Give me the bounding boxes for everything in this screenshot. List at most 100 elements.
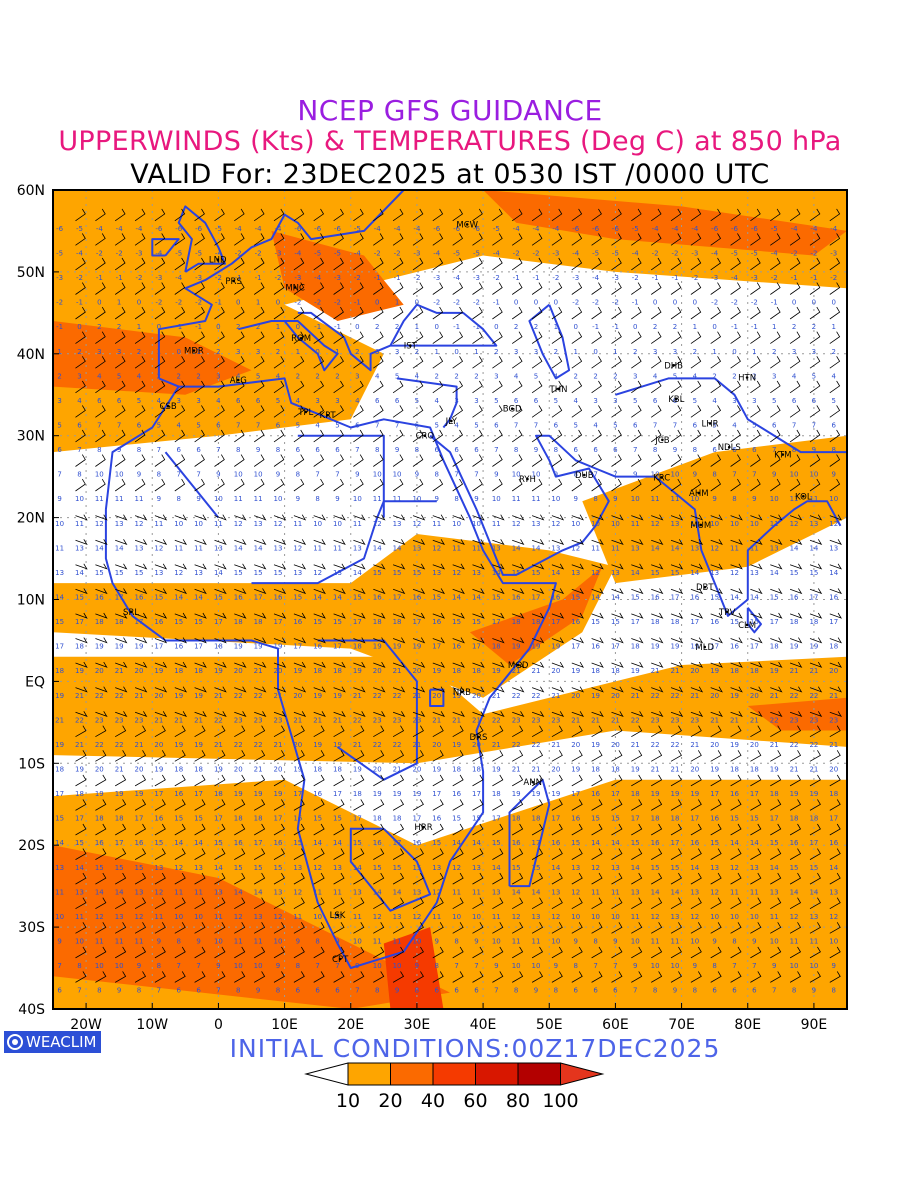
station-label: AHM: [689, 489, 709, 499]
shade-india-band: [582, 435, 847, 584]
temperature-label: 16: [293, 618, 302, 626]
wind-barb: [710, 514, 723, 521]
temperature-label: 21: [532, 765, 541, 773]
temperature-label: 16: [591, 643, 600, 651]
wind-barb: [730, 750, 742, 762]
temperature-label: 16: [274, 839, 283, 847]
temperature-label: 16: [432, 815, 441, 823]
wind-barb: [551, 405, 563, 418]
wind-barb: [253, 478, 265, 492]
temperature-label: -2: [394, 250, 401, 258]
temperature-label: 6: [693, 422, 698, 430]
temperature-label: 19: [690, 790, 699, 798]
temperature-label: 5: [534, 372, 538, 380]
temperature-label: 7: [355, 987, 359, 995]
station-dot: [460, 690, 464, 694]
wind-barb: [234, 563, 247, 570]
wind-barb: [511, 356, 523, 369]
wind-barb: [313, 711, 326, 718]
temperature-label: 23: [115, 716, 124, 724]
temperature-label: 10: [651, 471, 660, 479]
station-label: ROM: [291, 334, 311, 344]
wind-barb: [611, 588, 624, 595]
wind-barb: [750, 848, 762, 860]
wind-barb: [392, 405, 404, 418]
wind-barb: [770, 478, 781, 492]
wind-barb: [789, 429, 801, 443]
temperature-label: -2: [810, 250, 817, 258]
wind-barb: [194, 661, 207, 668]
wind-barb: [531, 725, 544, 738]
temperature-label: 19: [75, 667, 84, 675]
temperature-label: 4: [296, 397, 301, 405]
wind-barb: [809, 233, 821, 246]
temperature-label: 19: [770, 765, 779, 773]
wind-barb: [353, 563, 366, 570]
wind-barb: [651, 661, 664, 668]
station-dot: [703, 585, 707, 589]
longitude-tick-label: 70E: [668, 1017, 695, 1033]
wind-barb: [313, 356, 325, 369]
temperature-label: 17: [472, 790, 481, 798]
temperature-label: 2: [712, 372, 716, 380]
temperature-label: 19: [95, 643, 104, 651]
wind-barb: [750, 282, 761, 295]
wind-barb: [134, 331, 146, 344]
temperature-label: -3: [136, 250, 143, 258]
temperature-label: 20: [154, 741, 163, 749]
wind-barb: [333, 725, 345, 738]
wind-barb: [551, 380, 563, 394]
wind-barb: [770, 774, 782, 787]
temperature-label: 12: [512, 913, 521, 921]
temperature-label: -3: [195, 274, 202, 282]
temperature-label: 16: [512, 594, 521, 602]
temperature-label: 15: [333, 815, 342, 823]
wind-barb: [115, 799, 127, 811]
temperature-label: 8: [276, 446, 280, 454]
temperature-label: 22: [790, 741, 799, 749]
wind-barb: [472, 897, 484, 910]
wind-barb: [134, 872, 147, 885]
wind-barb: [333, 946, 345, 959]
wind-barb: [412, 872, 424, 885]
station-dot: [236, 378, 240, 382]
wind-barb: [631, 331, 642, 344]
wind-barb: [194, 750, 206, 762]
temperature-label: 14: [75, 569, 84, 577]
wind-barb: [194, 306, 205, 320]
wind-barb: [750, 750, 762, 762]
temperature-label: 22: [492, 716, 501, 724]
temperature-label: 16: [373, 839, 382, 847]
wind-barb: [333, 563, 346, 570]
wind-barb: [670, 661, 684, 668]
wind-barb: [670, 897, 682, 910]
wind-barb: [611, 405, 622, 418]
wind-barb: [333, 380, 344, 394]
temperature-label: 19: [214, 667, 223, 675]
wind-barb: [234, 405, 245, 418]
temperature-label: 11: [809, 937, 818, 945]
temperature-label: 11: [671, 495, 680, 503]
temperature-label: 17: [829, 618, 838, 626]
wind-barb: [134, 257, 146, 271]
wind-barb: [313, 725, 325, 738]
wind-barb: [214, 514, 227, 521]
wind-barb: [353, 823, 365, 836]
temperature-label: 16: [790, 594, 799, 602]
temperature-label: 14: [671, 544, 680, 552]
wind-barb: [293, 539, 307, 546]
wind-barb: [392, 306, 404, 320]
temperature-label: 16: [135, 839, 144, 847]
temperature-label: 0: [693, 299, 697, 307]
wind-barb: [551, 208, 563, 222]
wind-barb: [472, 661, 485, 668]
wind-barb: [412, 514, 426, 521]
temperature-label: 21: [591, 716, 600, 724]
wind-barb: [492, 454, 503, 467]
wind-barb: [710, 380, 722, 394]
temperature-label: 19: [135, 643, 144, 651]
wind-barb: [551, 922, 563, 934]
temperature-label: -3: [473, 274, 480, 282]
temperature-label: 4: [415, 372, 420, 380]
temperature-label: 7: [772, 987, 776, 995]
